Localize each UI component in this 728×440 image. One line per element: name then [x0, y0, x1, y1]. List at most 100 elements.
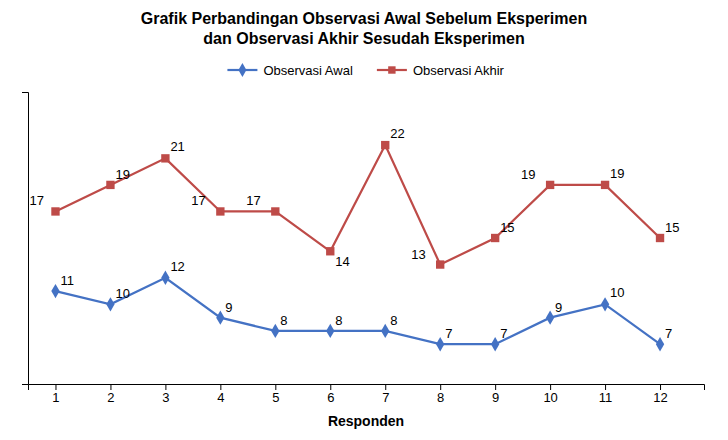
- data-label: 21: [170, 139, 184, 154]
- legend-item: Observasi Awal: [227, 63, 352, 78]
- point: [326, 324, 334, 338]
- x-tick-label: 1: [52, 390, 59, 405]
- x-tick-mark: [385, 384, 386, 390]
- x-tick: 1: [52, 384, 59, 405]
- legend-item: Observasi Akhir: [377, 63, 505, 78]
- x-tick: 10: [543, 384, 557, 405]
- point: [491, 337, 499, 351]
- point: [601, 181, 609, 189]
- data-label: 11: [60, 273, 74, 288]
- x-tick: 11: [599, 384, 613, 405]
- point: [326, 247, 334, 255]
- x-axis-title: Responden: [328, 413, 404, 429]
- point: [381, 141, 389, 149]
- point: [216, 207, 224, 215]
- x-tick-mark: [660, 384, 661, 390]
- legend-marker: [238, 63, 246, 77]
- x-tick-mark: [110, 384, 111, 390]
- series-line: [55, 145, 660, 264]
- data-label: 8: [390, 313, 397, 328]
- x-tick: 4: [217, 384, 224, 405]
- x-tick: 7: [382, 384, 389, 405]
- data-label: 17: [246, 193, 260, 208]
- point: [51, 207, 59, 215]
- chart: Grafik Perbandingan Observasi Awal Sebel…: [0, 0, 728, 440]
- point: [601, 297, 609, 311]
- legend: Observasi Awal Observasi Akhir: [227, 63, 504, 78]
- data-label: 10: [115, 286, 129, 301]
- x-tick-label: 6: [327, 390, 334, 405]
- x-tick-mark: [330, 384, 331, 390]
- y-axis: [22, 93, 29, 385]
- point: [271, 207, 279, 215]
- x-tick-mark: [550, 384, 551, 390]
- data-label: 7: [665, 326, 672, 341]
- x-tick: 6: [327, 384, 334, 405]
- title: Grafik Perbandingan Observasi Awal Sebel…: [141, 10, 587, 27]
- x-tick-mark: [275, 384, 276, 390]
- data-label: 22: [390, 126, 404, 141]
- x-axis: 123456789101112: [29, 384, 705, 405]
- x-tick-mark: [220, 384, 221, 390]
- data-label: 8: [280, 313, 287, 328]
- data-label: 7: [500, 326, 507, 341]
- data-label: 19: [610, 166, 624, 181]
- data-label: 7: [445, 326, 452, 341]
- point: [436, 337, 444, 351]
- marks: [51, 141, 664, 351]
- x-tick-label: 8: [437, 390, 444, 405]
- x-tick: 9: [492, 384, 499, 405]
- data-label: 12: [170, 259, 184, 274]
- x-tick-mark: [55, 384, 56, 390]
- legend-label: Observasi Akhir: [413, 63, 505, 78]
- point: [491, 234, 499, 242]
- data-label: 19: [521, 167, 535, 182]
- data-labels: 1110129888779107171921171714221315191915: [29, 126, 679, 341]
- x-tick-mark: [440, 384, 441, 390]
- data-label: 17: [191, 193, 205, 208]
- x-tick-mark: [495, 384, 496, 390]
- data-label: 8: [335, 313, 342, 328]
- point: [546, 181, 554, 189]
- legend-label: Observasi Awal: [263, 63, 352, 78]
- point: [381, 324, 389, 338]
- x-tick: 2: [107, 384, 114, 405]
- data-label: 15: [500, 220, 514, 235]
- data-label: 13: [411, 247, 425, 262]
- point: [106, 181, 114, 189]
- point: [51, 284, 59, 298]
- point: [216, 310, 224, 324]
- x-tick-label: 12: [653, 390, 667, 405]
- point: [271, 324, 279, 338]
- point: [106, 297, 114, 311]
- data-label: 9: [555, 300, 562, 315]
- point: [436, 260, 444, 268]
- data-label: 19: [115, 167, 129, 182]
- x-tick-label: 5: [272, 390, 279, 405]
- x-tick-label: 10: [543, 390, 557, 405]
- subtitle: dan Observasi Akhir Sesudah Eksperimen: [203, 30, 524, 47]
- x-tick: 5: [272, 384, 279, 405]
- data-label: 15: [665, 220, 679, 235]
- x-tick-label: 2: [107, 390, 114, 405]
- point: [161, 154, 169, 162]
- x-tick-mark: [605, 384, 606, 390]
- data-label: 10: [610, 285, 624, 300]
- x-tick-label: 9: [492, 390, 499, 405]
- x-tick-label: 4: [217, 390, 224, 405]
- data-label: 14: [335, 254, 349, 269]
- plot: 1234567891011121110129888779107171921171…: [22, 93, 705, 406]
- data-label: 9: [225, 300, 232, 315]
- x-tick: 12: [653, 384, 667, 405]
- x-tick-label: 11: [599, 390, 613, 405]
- x-tick-mark: [165, 384, 166, 390]
- series-line: [55, 278, 660, 344]
- y-axis-line: [22, 93, 29, 385]
- x-tick: 3: [162, 384, 169, 405]
- x-axis-line: [29, 385, 705, 391]
- x-tick-label: 7: [382, 390, 389, 405]
- point: [656, 234, 664, 242]
- legend-marker: [388, 66, 395, 73]
- x-tick: 8: [437, 384, 444, 405]
- point: [161, 271, 169, 285]
